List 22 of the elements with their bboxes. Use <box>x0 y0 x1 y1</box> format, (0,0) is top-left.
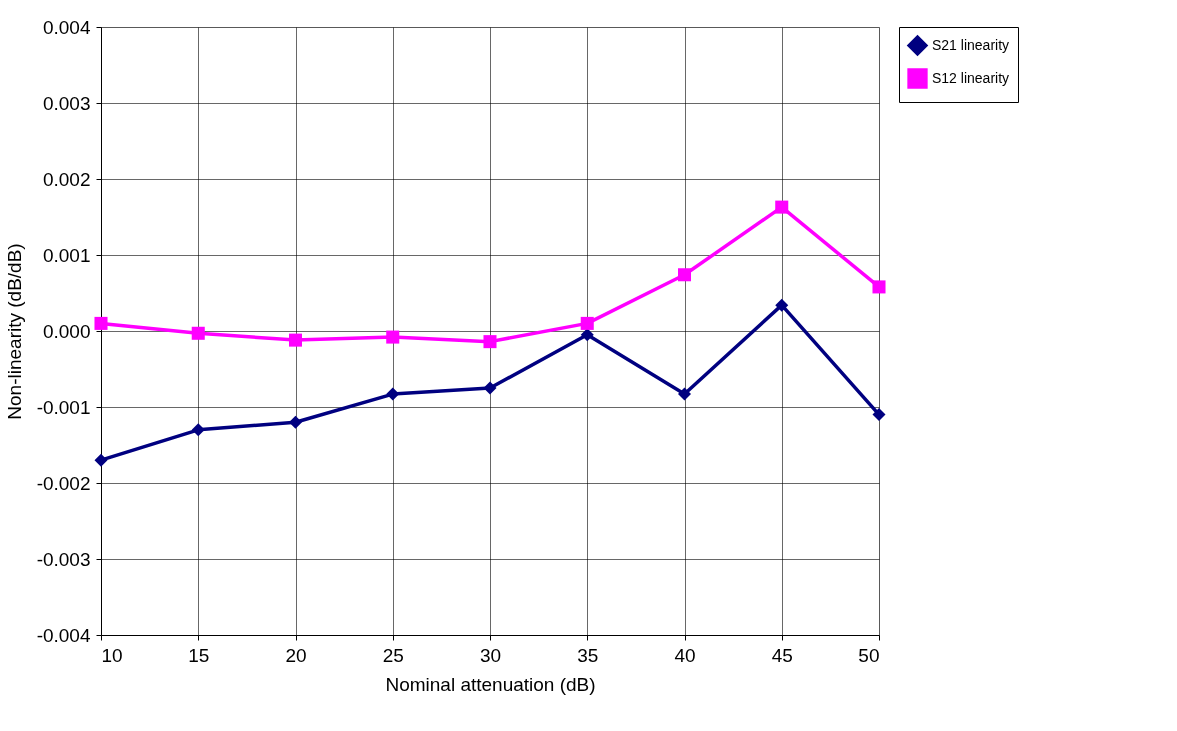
y-tick-label: -0.003 <box>36 548 91 570</box>
x-tick-label: 30 <box>479 644 502 666</box>
y-tick-label: 0.002 <box>42 168 91 190</box>
x-tick-label: 20 <box>285 644 307 666</box>
y-tick-label: 0.004 <box>42 16 91 38</box>
x-tick-label: 35 <box>577 644 599 666</box>
legend-label: S12 linearity <box>932 69 1010 86</box>
x-tick-label: 15 <box>188 644 210 666</box>
y-tick-label: 0.001 <box>42 244 91 266</box>
y-tick-label: -0.001 <box>36 396 91 418</box>
y-tick-label: 0.000 <box>42 320 91 342</box>
x-tick-label: 50 <box>858 644 880 666</box>
y-axis-title: Non-linearity (dB/dB) <box>3 243 25 420</box>
x-tick-label: 10 <box>101 644 123 666</box>
x-tick-label: 40 <box>674 644 696 666</box>
x-axis-title: Nominal attenuation (dB) <box>385 673 596 695</box>
y-tick-label: -0.004 <box>36 624 91 646</box>
y-tick-label: 0.003 <box>42 92 91 114</box>
x-tick-label: 25 <box>382 644 404 666</box>
y-tick-label: -0.002 <box>36 472 91 494</box>
x-tick-label: 45 <box>771 644 793 666</box>
legend-label: S21 linearity <box>932 36 1010 53</box>
